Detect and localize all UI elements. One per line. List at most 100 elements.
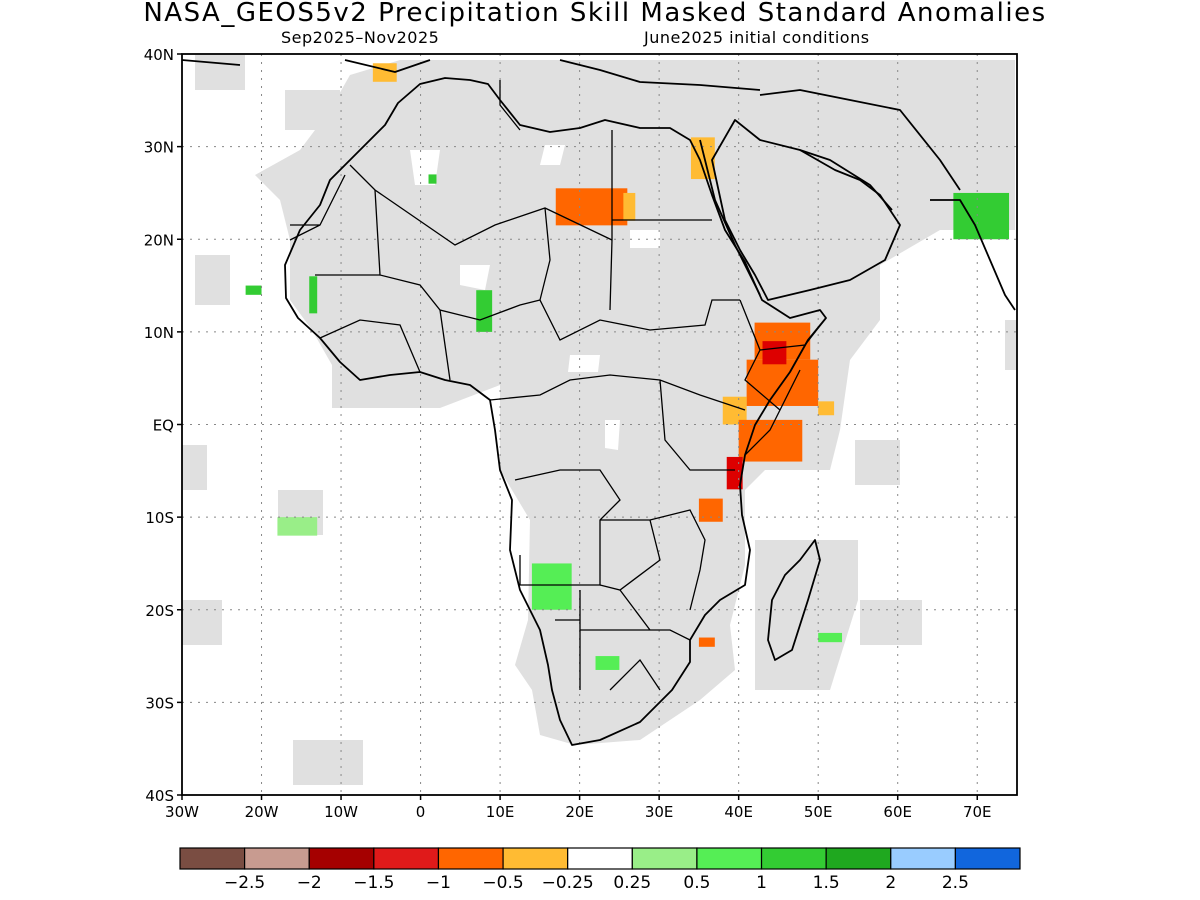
mask-hole (505, 540, 525, 570)
season-label: Sep2025–Nov2025 (281, 28, 440, 47)
colorbar-label: −0.25 (542, 873, 594, 893)
colorbar-label: 2.5 (942, 873, 969, 893)
lat-tick-label: 30S (145, 694, 174, 712)
mask-block (860, 600, 922, 645)
colorbar-label: 1.5 (813, 873, 840, 893)
anomaly-patch (818, 632, 843, 643)
anomaly-patch (277, 517, 318, 536)
colorbar-swatch (308, 847, 375, 870)
anomaly-patch (818, 401, 835, 416)
anomaly-patch (245, 285, 262, 295)
colorbar-label: 0.5 (683, 873, 710, 893)
colorbar-label: 1 (756, 873, 767, 893)
anomaly-layer (245, 63, 1010, 670)
colorbar-label: −1.5 (353, 873, 394, 893)
anomaly-patch (690, 137, 715, 180)
persian-gulf-coastline (799, 149, 893, 211)
mask-block (182, 600, 222, 645)
madagascar-coastline (767, 539, 821, 661)
lon-tick-label: 30E (645, 803, 674, 821)
colorbar-swatch (502, 847, 569, 870)
skill-mask-layer (182, 55, 1017, 785)
lon-tick-label: 10E (486, 803, 515, 821)
colorbar: −2.5 −2 −1.5 −1 −0.5 −0.25 0.25 0.5 1 1.5 2 2.5 (179, 847, 1021, 893)
colorbar-swatch (244, 847, 310, 870)
lon-tick-label: 60E (883, 803, 912, 821)
border (489, 374, 746, 471)
colorbar-swatch (890, 847, 956, 870)
anomaly-patch (762, 341, 787, 365)
border (555, 619, 661, 691)
anomaly-patch (722, 396, 747, 425)
mask-block (195, 55, 245, 90)
mask-block (195, 255, 230, 305)
lat-tick-label: 20S (145, 602, 174, 620)
border (349, 164, 613, 246)
colorbar-label: −1 (426, 873, 451, 893)
iran-coastline (759, 89, 961, 191)
border (739, 299, 827, 456)
colorbar-swatch (179, 847, 246, 870)
anomaly-patch (623, 192, 636, 221)
colorbar-label: −2 (297, 873, 322, 893)
mediterranean-north-coast (182, 59, 761, 91)
colorbar-swatch (696, 847, 763, 870)
colorbar-swatch (825, 847, 892, 870)
lon-tick-label: 20E (565, 803, 594, 821)
lon-tick-label: 20W (245, 803, 279, 821)
colorbar-swatch (373, 847, 440, 870)
lat-tick-label: 40N (144, 46, 174, 64)
mask-block (182, 445, 207, 490)
country-borders (289, 80, 827, 691)
mask-hole (460, 265, 490, 290)
mask-block (285, 90, 340, 130)
colorbar-label: 2 (885, 873, 896, 893)
lon-tick-label: 40E (724, 803, 753, 821)
anomaly-patch (726, 456, 743, 490)
border (539, 207, 740, 341)
border (315, 274, 451, 381)
anomaly-patch (698, 637, 715, 647)
lat-tick-label: 10S (145, 509, 174, 527)
continent-mask (255, 60, 1015, 745)
anomaly-patch (309, 276, 318, 314)
lon-tick-label: 70E (963, 803, 992, 821)
lon-tick-label: 50E (804, 803, 833, 821)
mask-block (293, 740, 363, 785)
colorbar-label: −0.5 (482, 873, 523, 893)
mask-hole (605, 420, 620, 450)
lat-tick-label: 10N (144, 324, 174, 342)
chart-title: NASA_GEOS5v2 Precipitation Skill Masked … (143, 0, 1047, 28)
border (289, 174, 346, 241)
mask-hole (568, 355, 600, 372)
colorbar-label: 0.25 (613, 873, 651, 893)
colorbar-swatch (954, 847, 1021, 870)
anomaly-patch (698, 498, 723, 522)
anomaly-patch (738, 419, 803, 462)
colorbar-label: −2.5 (224, 873, 265, 893)
lon-tick-label: 10W (324, 803, 358, 821)
lat-tick-label: 40S (145, 787, 174, 805)
border (579, 589, 691, 690)
mask-hole (630, 230, 660, 248)
colorbar-swatch (437, 847, 504, 870)
lon-tick-label: 30W (165, 803, 199, 821)
initial-conditions-label: June2025 initial conditions (644, 28, 870, 47)
colorbar-swatch (631, 847, 698, 870)
anomaly-patch (372, 63, 397, 82)
axis-ticks: 30W 20W 10W 0 10E 20E 30E 40E 50E 60E 70E 40N 30N 20N… (144, 46, 992, 821)
mask-hole (540, 145, 565, 165)
anomaly-patch (953, 192, 1010, 240)
colorbar-swatch (760, 847, 827, 870)
red-sea-west-coast (699, 139, 761, 296)
arabia-coastline (711, 119, 901, 301)
lat-tick-label: EQ (153, 417, 174, 435)
lat-tick-label: 30N (144, 139, 174, 157)
colorbar-swatch (567, 847, 633, 870)
lon-tick-label: 0 (416, 803, 426, 821)
anomaly-patch (595, 656, 620, 670)
mask-block (855, 440, 900, 485)
madagascar-mask (755, 540, 858, 690)
border (499, 80, 712, 311)
lat-tick-label: 20N (144, 231, 174, 249)
